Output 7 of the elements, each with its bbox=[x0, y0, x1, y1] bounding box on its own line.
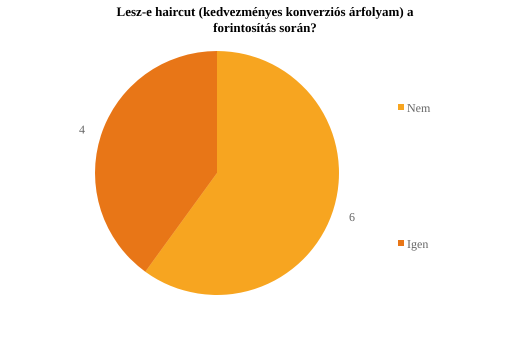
data-label: 4 bbox=[78, 122, 85, 136]
chart-title: Lesz-e haircut (kedvezményes konverziós árfolyam) a forintosítás során? bbox=[116, 4, 414, 35]
pie-slice bbox=[145, 51, 339, 295]
data-label: 6 bbox=[349, 210, 356, 224]
legend-label: Nem bbox=[407, 101, 431, 116]
legend-label: Igen bbox=[407, 237, 428, 252]
pie-slice bbox=[95, 51, 217, 272]
